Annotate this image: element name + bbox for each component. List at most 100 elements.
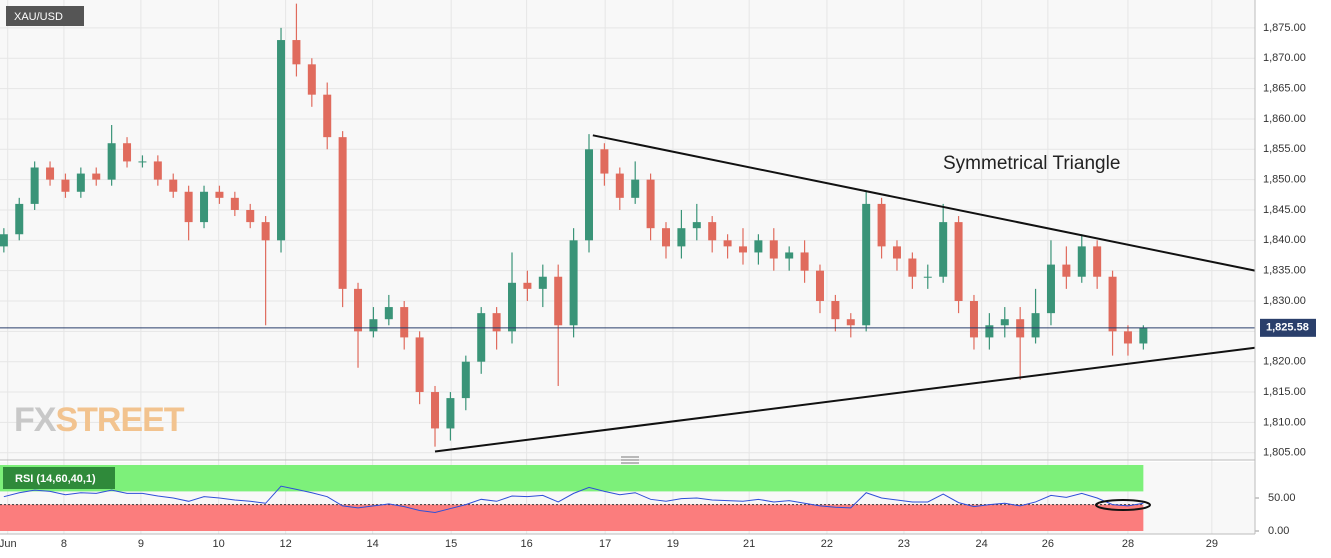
candle-body	[261, 222, 270, 241]
candle-body	[508, 282, 517, 332]
candle-body	[969, 301, 978, 338]
candle-body	[523, 282, 532, 289]
candle-body	[569, 240, 578, 326]
candle-body	[477, 313, 486, 362]
annotation: Symmetrical Triangle	[943, 153, 1120, 174]
candle-body	[1062, 264, 1071, 277]
x-tick-label: 10	[213, 538, 225, 550]
trendline	[434, 346, 1256, 453]
candle-body	[692, 222, 701, 229]
trendline	[592, 134, 1256, 272]
candle-body	[939, 222, 948, 277]
candle-body	[1077, 246, 1086, 277]
instrument-badge	[6, 6, 84, 26]
y-tick-label: 1,810.00	[1263, 416, 1306, 428]
rsi-upper-zone	[0, 465, 1144, 492]
candle-body	[1000, 319, 1009, 326]
candle-body	[369, 319, 378, 332]
main-plot-bg	[0, 0, 1255, 460]
x-tick-label: 28	[1122, 538, 1134, 550]
candle-body	[307, 64, 316, 95]
candle-body	[769, 240, 778, 259]
y-tick-label: 1,875.00	[1263, 22, 1306, 34]
candle-body	[415, 337, 424, 393]
candle-body	[1046, 264, 1055, 314]
candle-body	[184, 191, 193, 223]
candle-body	[1139, 327, 1148, 344]
candle-body	[215, 191, 224, 198]
y-tick-label: 1,830.00	[1263, 295, 1306, 307]
candle-body	[338, 137, 347, 289]
candle-body	[815, 270, 824, 302]
candle-body	[46, 167, 55, 180]
candle-body	[15, 203, 24, 235]
candle-body	[169, 179, 178, 192]
candle-body	[138, 161, 147, 163]
x-tick-label: 16	[521, 538, 533, 550]
candle-body	[646, 179, 655, 229]
candle-body	[200, 191, 209, 223]
y-tick-label: 1,845.00	[1263, 204, 1306, 216]
candle-body	[846, 319, 855, 326]
candle-body	[785, 252, 794, 259]
resize-handle[interactable]	[621, 456, 639, 464]
watermark-fx: FX	[14, 401, 57, 439]
y-tick-label: 1,835.00	[1263, 265, 1306, 277]
x-tick-label: 17	[599, 538, 611, 550]
candle-body	[61, 179, 70, 192]
candle-body	[954, 222, 963, 302]
x-tick-label: 24	[976, 538, 988, 550]
candle-body	[631, 179, 640, 198]
candle-body	[723, 240, 732, 247]
candle-body	[877, 203, 886, 247]
candle-body	[230, 197, 239, 210]
candle-body	[908, 258, 917, 277]
candle-body	[1123, 331, 1132, 344]
candle-body	[585, 149, 594, 241]
candle-body	[107, 143, 116, 180]
grid	[0, 0, 1259, 534]
candle-body	[661, 228, 670, 247]
candle-body	[246, 209, 255, 223]
candle-body	[754, 240, 763, 253]
y-tick-label: 1,870.00	[1263, 52, 1306, 64]
rsi-highlight	[1095, 499, 1151, 511]
candle-body	[292, 40, 301, 65]
x-tick-label: 22	[821, 538, 833, 550]
y-tick-label: 1,805.00	[1263, 447, 1306, 459]
candle-body	[153, 161, 162, 180]
candle-body	[554, 276, 563, 326]
candle-body	[277, 40, 286, 241]
candle-body	[30, 167, 39, 204]
last-price-box	[1260, 318, 1316, 337]
x-tick-label: 9	[138, 538, 144, 550]
candle-body	[1031, 313, 1040, 338]
x-tick-label: 29	[1206, 538, 1218, 550]
x-tick-label: 21	[743, 538, 755, 550]
candle-body	[831, 301, 840, 320]
candle-body	[92, 173, 101, 180]
x-tick-label: 15	[445, 538, 457, 550]
candle-body	[538, 276, 547, 289]
y-tick-label: 1,815.00	[1263, 386, 1306, 398]
last-price-label: 1,825.58	[1266, 322, 1309, 334]
candle-body	[615, 173, 624, 198]
candle-body	[892, 246, 901, 259]
x-tick-label: 19	[667, 538, 679, 550]
y-tick-label: 1,860.00	[1263, 113, 1306, 125]
candle-body	[1093, 246, 1102, 277]
rsi-title: RSI (14,60,40,1)	[15, 473, 96, 485]
candle-body	[985, 325, 994, 338]
candle-body	[354, 288, 363, 332]
y-tick-label: 1,865.00	[1263, 83, 1306, 95]
candle-body	[0, 234, 8, 247]
rsi-tick-label: 0.00	[1268, 525, 1289, 537]
candle-body	[492, 313, 501, 332]
candle-body	[76, 173, 85, 192]
rsi-line	[3, 485, 1144, 514]
candle-body	[677, 228, 686, 247]
candle-body	[384, 307, 393, 320]
candle-body	[600, 149, 609, 174]
x-tick-label: 26	[1042, 538, 1054, 550]
candle-body	[923, 276, 932, 278]
